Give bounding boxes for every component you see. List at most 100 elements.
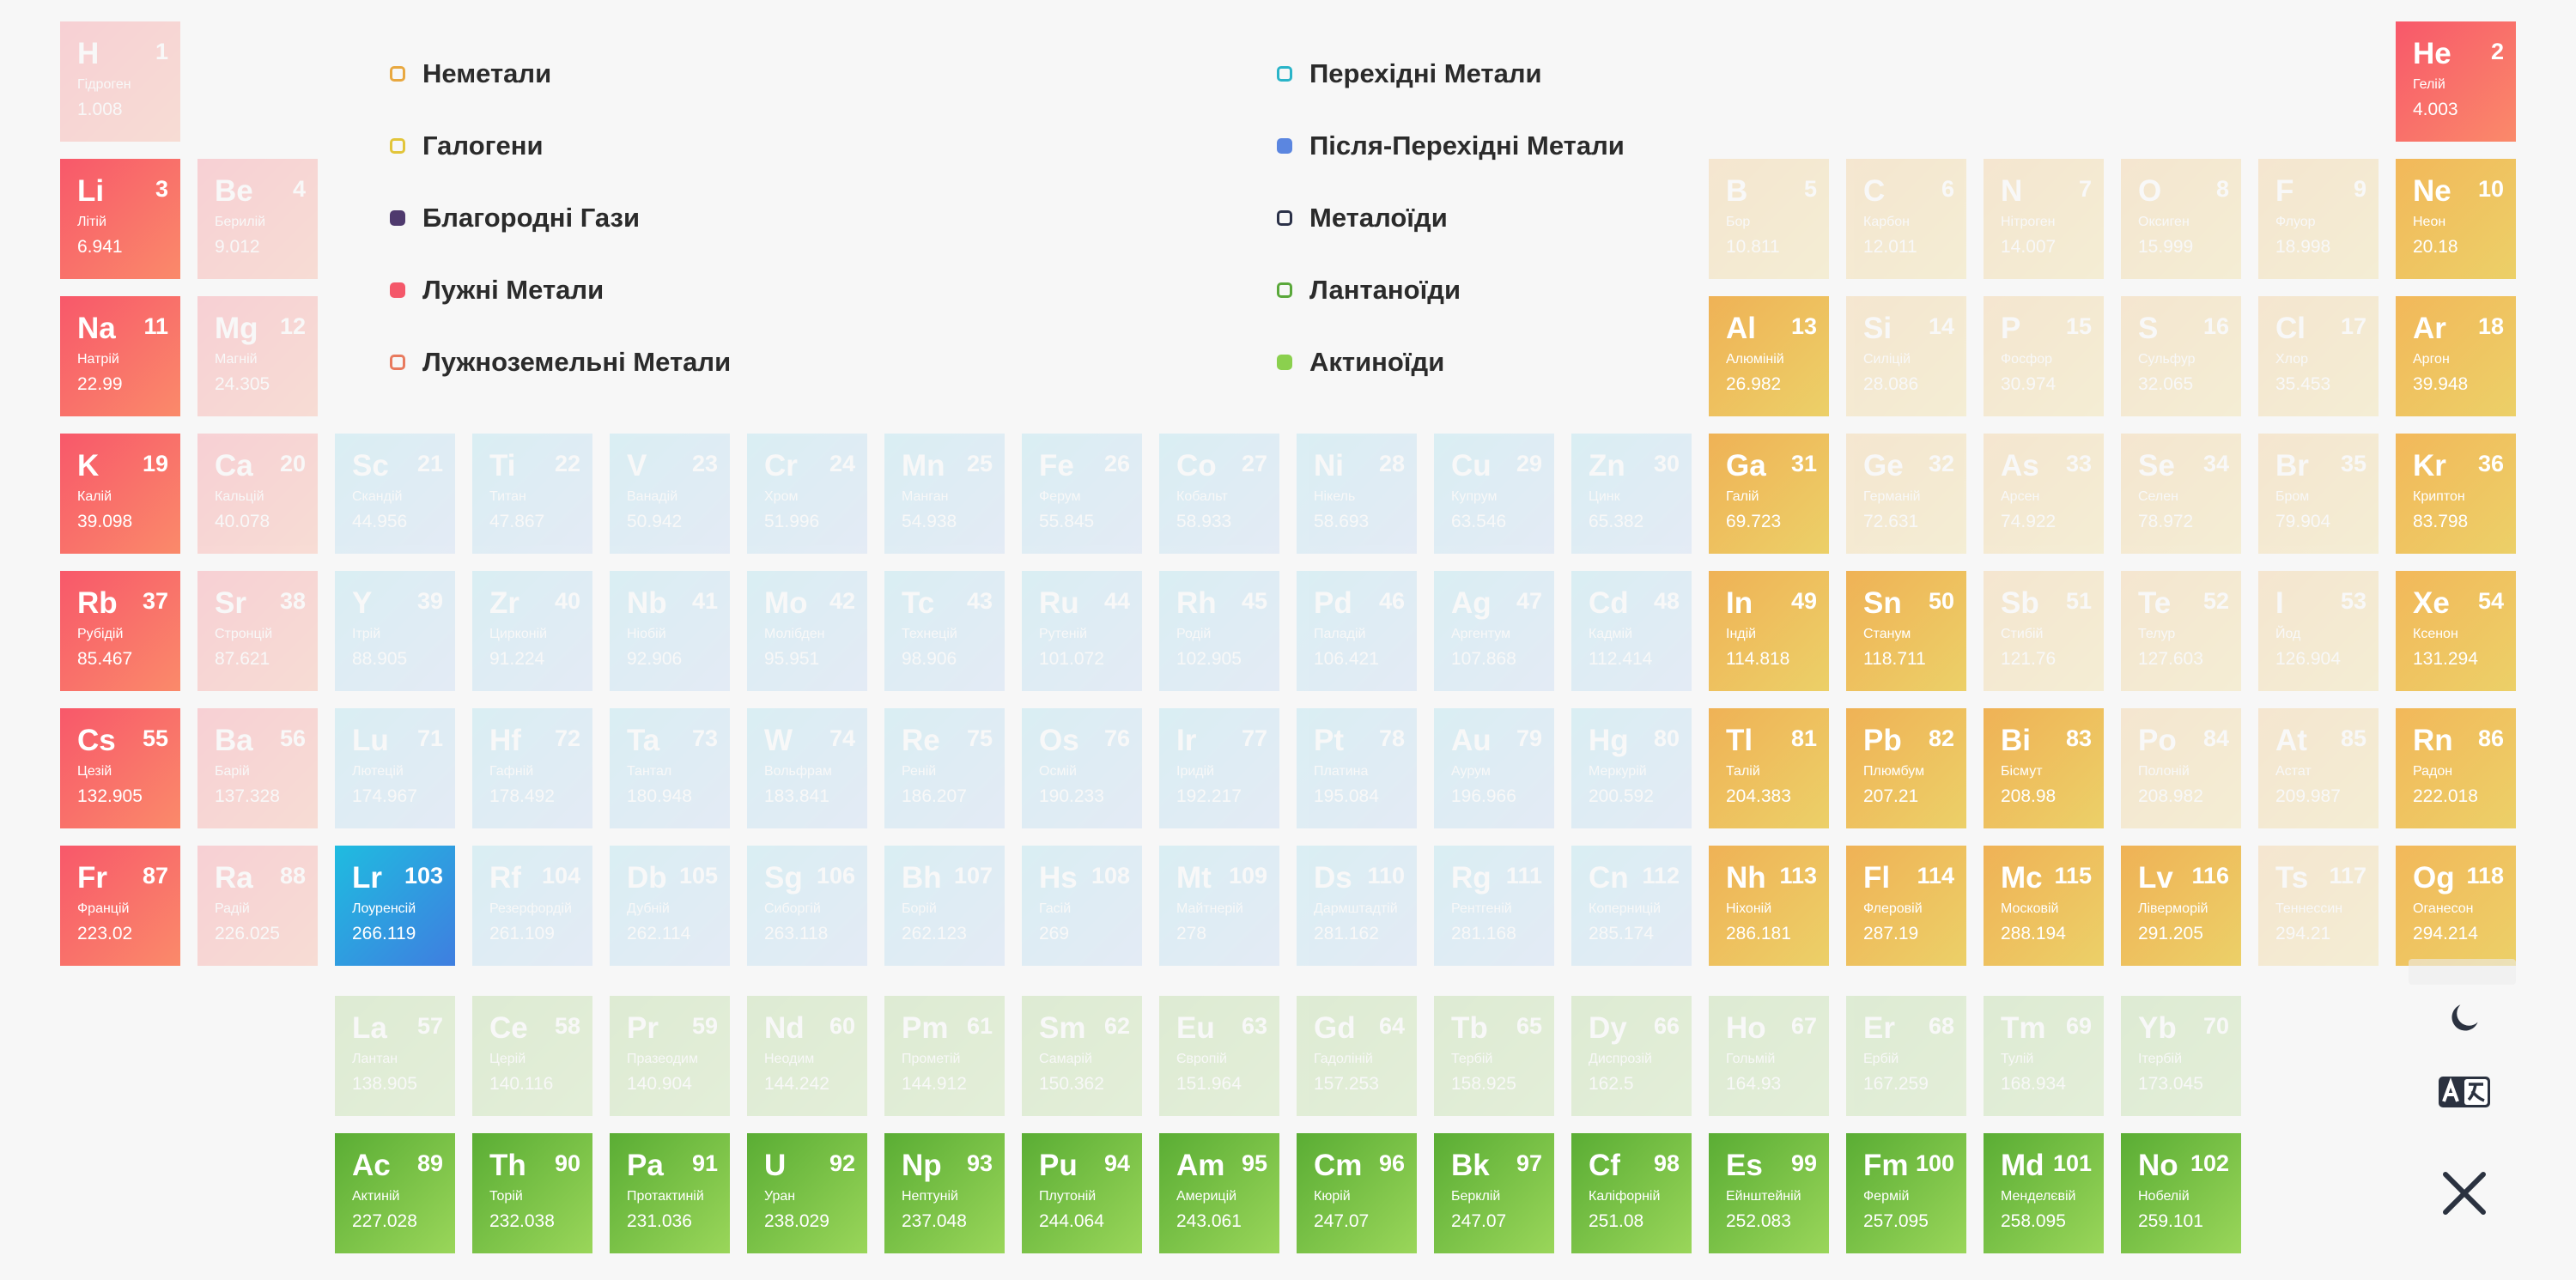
element-zr[interactable]: Zr 40 Цирконій 91.224 xyxy=(472,571,592,691)
legend-item[interactable]: Неметали xyxy=(390,57,551,91)
element-sc[interactable]: Sc 21 Скандій 44.956 xyxy=(335,434,455,554)
element-hg[interactable]: Hg 80 Меркурій 200.592 xyxy=(1571,708,1692,828)
element-ca[interactable]: Ca 20 Кальцій 40.078 xyxy=(197,434,318,554)
element-k[interactable]: K 19 Калій 39.098 xyxy=(60,434,180,554)
element-lv[interactable]: Lv 116 Ліверморій 291.205 xyxy=(2121,846,2241,966)
element-lr[interactable]: Lr 103 Лоуренсій 266.119 xyxy=(335,846,455,966)
element-f[interactable]: F 9 Флуор 18.998 xyxy=(2258,159,2379,279)
element-rn[interactable]: Rn 86 Радон 222.018 xyxy=(2396,708,2516,828)
element-al[interactable]: Al 13 Алюміній 26.982 xyxy=(1709,296,1829,416)
element-cu[interactable]: Cu 29 Купрум 63.546 xyxy=(1434,434,1554,554)
element-ta[interactable]: Ta 73 Тантал 180.948 xyxy=(610,708,730,828)
element-sm[interactable]: Sm 62 Самарій 150.362 xyxy=(1022,996,1142,1116)
element-pt[interactable]: Pt 78 Платина 195.084 xyxy=(1297,708,1417,828)
element-xe[interactable]: Xe 54 Ксенон 131.294 xyxy=(2396,571,2516,691)
close-button[interactable] xyxy=(2421,1152,2507,1238)
element-mt[interactable]: Mt 109 Майтнерій 278 xyxy=(1159,846,1279,966)
element-ho[interactable]: Ho 67 Гольмій 164.93 xyxy=(1709,996,1829,1116)
element-os[interactable]: Os 76 Осмій 190.233 xyxy=(1022,708,1142,828)
element-b[interactable]: B 5 Бор 10.811 xyxy=(1709,159,1829,279)
element-li[interactable]: Li 3 Літій 6.941 xyxy=(60,159,180,279)
element-zn[interactable]: Zn 30 Цинк 65.382 xyxy=(1571,434,1692,554)
element-pr[interactable]: Pr 59 Празеодим 140.904 xyxy=(610,996,730,1116)
element-na[interactable]: Na 11 Натрій 22.99 xyxy=(60,296,180,416)
legend-item[interactable]: Галогени xyxy=(390,129,544,163)
element-cd[interactable]: Cd 48 Кадмій 112.414 xyxy=(1571,571,1692,691)
element-pu[interactable]: Pu 94 Плутоній 244.064 xyxy=(1022,1133,1142,1253)
element-ba[interactable]: Ba 56 Барій 137.328 xyxy=(197,708,318,828)
element-be[interactable]: Be 4 Берилій 9.012 xyxy=(197,159,318,279)
element-ni[interactable]: Ni 28 Нікель 58.693 xyxy=(1297,434,1417,554)
element-th[interactable]: Th 90 Торій 232.038 xyxy=(472,1133,592,1253)
element-tm[interactable]: Tm 69 Тулій 168.934 xyxy=(1984,996,2104,1116)
element-pd[interactable]: Pd 46 Паладій 106.421 xyxy=(1297,571,1417,691)
legend-item[interactable]: Лужноземельні Метали xyxy=(390,345,731,379)
element-ru[interactable]: Ru 44 Рутеній 101.072 xyxy=(1022,571,1142,691)
element-np[interactable]: Np 93 Нептуній 237.048 xyxy=(884,1133,1005,1253)
element-dy[interactable]: Dy 66 Диспрозій 162.5 xyxy=(1571,996,1692,1116)
element-mc[interactable]: Mc 115 Московій 288.194 xyxy=(1984,846,2104,966)
element-p[interactable]: P 15 Фосфор 30.974 xyxy=(1984,296,2104,416)
element-he[interactable]: He 2 Гелій 4.003 xyxy=(2396,21,2516,142)
element-cm[interactable]: Cm 96 Кюрій 247.07 xyxy=(1297,1133,1417,1253)
element-sg[interactable]: Sg 106 Сиборгій 263.118 xyxy=(747,846,867,966)
element-md[interactable]: Md 101 Менделєвій 258.095 xyxy=(1984,1133,2104,1253)
element-rg[interactable]: Rg 111 Рентгеній 281.168 xyxy=(1434,846,1554,966)
element-cn[interactable]: Cn 112 Коперницій 285.174 xyxy=(1571,846,1692,966)
element-cl[interactable]: Cl 17 Хлор 35.453 xyxy=(2258,296,2379,416)
element-fe[interactable]: Fe 26 Ферум 55.845 xyxy=(1022,434,1142,554)
element-pb[interactable]: Pb 82 Плюмбум 207.21 xyxy=(1846,708,1966,828)
element-ds[interactable]: Ds 110 Дармштадтій 281.162 xyxy=(1297,846,1417,966)
element-sr[interactable]: Sr 38 Стронцій 87.621 xyxy=(197,571,318,691)
element-te[interactable]: Te 52 Телур 127.603 xyxy=(2121,571,2241,691)
element-no[interactable]: No 102 Нобелій 259.101 xyxy=(2121,1133,2241,1253)
element-mn[interactable]: Mn 25 Манган 54.938 xyxy=(884,434,1005,554)
element-ar[interactable]: Ar 18 Аргон 39.948 xyxy=(2396,296,2516,416)
element-eu[interactable]: Eu 63 Європій 151.964 xyxy=(1159,996,1279,1116)
element-ga[interactable]: Ga 31 Галій 69.723 xyxy=(1709,434,1829,554)
legend-item[interactable]: Металоїди xyxy=(1277,201,1448,235)
element-tc[interactable]: Tc 43 Технецій 98.906 xyxy=(884,571,1005,691)
element-cr[interactable]: Cr 24 Хром 51.996 xyxy=(747,434,867,554)
element-tl[interactable]: Tl 81 Талій 204.383 xyxy=(1709,708,1829,828)
element-u[interactable]: U 92 Уран 238.029 xyxy=(747,1133,867,1253)
element-la[interactable]: La 57 Лантан 138.905 xyxy=(335,996,455,1116)
element-lu[interactable]: Lu 71 Лютецій 174.967 xyxy=(335,708,455,828)
element-yb[interactable]: Yb 70 Ітербій 173.045 xyxy=(2121,996,2241,1116)
element-tb[interactable]: Tb 65 Тербій 158.925 xyxy=(1434,996,1554,1116)
theme-toggle-button[interactable] xyxy=(2421,977,2507,1063)
element-s[interactable]: S 16 Сульфур 32.065 xyxy=(2121,296,2241,416)
element-bi[interactable]: Bi 83 Бісмут 208.98 xyxy=(1984,708,2104,828)
element-am[interactable]: Am 95 Америцій 243.061 xyxy=(1159,1133,1279,1253)
element-i[interactable]: I 53 Йод 126.904 xyxy=(2258,571,2379,691)
element-bh[interactable]: Bh 107 Борій 262.123 xyxy=(884,846,1005,966)
element-h[interactable]: H 1 Гідроген 1.008 xyxy=(60,21,180,142)
element-mg[interactable]: Mg 12 Магній 24.305 xyxy=(197,296,318,416)
element-o[interactable]: O 8 Оксиген 15.999 xyxy=(2121,159,2241,279)
element-ra[interactable]: Ra 88 Радій 226.025 xyxy=(197,846,318,966)
element-si[interactable]: Si 14 Силіцій 28.086 xyxy=(1846,296,1966,416)
element-fl[interactable]: Fl 114 Флеровій 287.19 xyxy=(1846,846,1966,966)
element-sn[interactable]: Sn 50 Станум 118.711 xyxy=(1846,571,1966,691)
element-n[interactable]: N 7 Нітроген 14.007 xyxy=(1984,159,2104,279)
element-gd[interactable]: Gd 64 Гадоліній 157.253 xyxy=(1297,996,1417,1116)
element-sb[interactable]: Sb 51 Стибій 121.76 xyxy=(1984,571,2104,691)
element-rf[interactable]: Rf 104 Резерфордій 261.109 xyxy=(472,846,592,966)
element-ti[interactable]: Ti 22 Титан 47.867 xyxy=(472,434,592,554)
element-c[interactable]: C 6 Карбон 12.011 xyxy=(1846,159,1966,279)
element-er[interactable]: Er 68 Ербій 167.259 xyxy=(1846,996,1966,1116)
element-as[interactable]: As 33 Арсен 74.922 xyxy=(1984,434,2104,554)
element-hf[interactable]: Hf 72 Гафній 178.492 xyxy=(472,708,592,828)
element-br[interactable]: Br 35 Бром 79.904 xyxy=(2258,434,2379,554)
element-db[interactable]: Db 105 Дубній 262.114 xyxy=(610,846,730,966)
element-ge[interactable]: Ge 32 Германій 72.631 xyxy=(1846,434,1966,554)
element-se[interactable]: Se 34 Селен 78.972 xyxy=(2121,434,2241,554)
element-bk[interactable]: Bk 97 Берклій 247.07 xyxy=(1434,1133,1554,1253)
element-cf[interactable]: Cf 98 Каліфорній 251.08 xyxy=(1571,1133,1692,1253)
legend-item[interactable]: Після-Перехідні Метали xyxy=(1277,129,1625,163)
element-po[interactable]: Po 84 Полоній 208.982 xyxy=(2121,708,2241,828)
element-v[interactable]: V 23 Ванадій 50.942 xyxy=(610,434,730,554)
element-og[interactable]: Og 118 Оганесон 294.214 xyxy=(2396,846,2516,966)
legend-item[interactable]: Перехідні Метали xyxy=(1277,57,1542,91)
element-rb[interactable]: Rb 37 Рубідій 85.467 xyxy=(60,571,180,691)
